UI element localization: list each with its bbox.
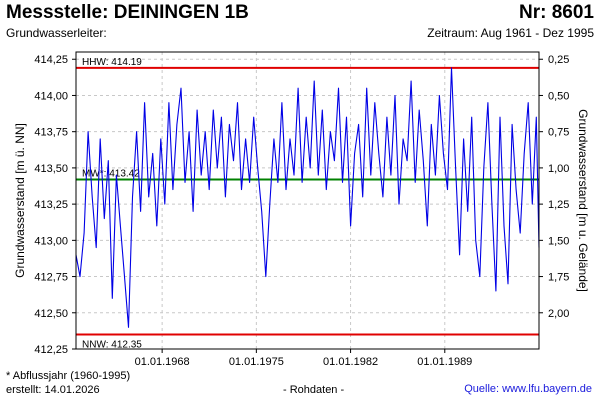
source-link[interactable]: Quelle: www.lfu.bayern.de — [464, 383, 592, 395]
x-tick-label: 01.01.1975 — [229, 356, 284, 368]
hhw-label: HHW: 414.19 — [82, 57, 142, 68]
nnw-label: NNW: 412.35 — [82, 340, 142, 351]
y-right-tick-label: 1,50 — [548, 235, 569, 247]
groundwater-series-line — [75, 67, 540, 328]
y-left-tick-label: 412,75 — [34, 272, 68, 284]
y-left-tick-label: 412,25 — [34, 344, 68, 356]
y-left-tick-label: 414,25 — [34, 54, 68, 66]
mw-label: MW*: 413.42 — [82, 168, 140, 179]
y-left-tick-label: 414,00 — [34, 90, 68, 102]
period-label: Zeitraum: Aug 1961 - Dez 1995 — [427, 26, 594, 40]
station-number: Nr: 8601 — [519, 2, 594, 23]
aquifer-label: Grundwasserleiter: — [6, 26, 107, 40]
y-left-tick-label: 413,25 — [34, 199, 68, 211]
y-right-tick-label: 0,75 — [548, 127, 569, 139]
y-right-tick-label: 0,25 — [548, 54, 569, 66]
page-title: Messstelle: DEININGEN 1B — [6, 2, 249, 23]
created-date: erstellt: 14.01.2026 — [6, 384, 100, 396]
y-left-tick-label: 413,50 — [34, 163, 68, 175]
plot-frame — [75, 51, 540, 350]
y-right-tick-label: 1,25 — [548, 199, 569, 211]
y-right-tick-label: 1,75 — [548, 272, 569, 284]
grid — [76, 52, 539, 350]
y-axis-left-label: Grundwasserstand [m ü. NN] — [13, 123, 27, 278]
series-layer — [75, 67, 540, 328]
x-tick-label: 01.01.1982 — [323, 356, 378, 368]
y-left-tick-label: 412,50 — [34, 308, 68, 320]
tick-layer: 414,25 414,00 413,75 413,50 413,25 413,00 412,… — [34, 54, 569, 368]
y-left-tick-label: 413,75 — [34, 127, 68, 139]
reference-lines: HHW: 414.19 MW*: 413.42 NNW: 412.35 — [76, 57, 539, 351]
y-left-tick-label: 413,00 — [34, 235, 68, 247]
y-right-tick-label: 0,50 — [548, 90, 569, 102]
footnote: * Abflussjahr (1960-1995) — [6, 370, 131, 382]
y-right-tick-label: 2,00 — [548, 308, 569, 320]
x-tick-label: 01.01.1968 — [135, 356, 190, 368]
rawdata-note: - Rohdaten - — [283, 384, 345, 396]
x-tick-label: 01.01.1989 — [417, 356, 472, 368]
y-axis-right-label: Grundwasserstand [m u. Gelände] — [576, 109, 590, 292]
y-right-tick-label: 1,00 — [548, 163, 569, 175]
